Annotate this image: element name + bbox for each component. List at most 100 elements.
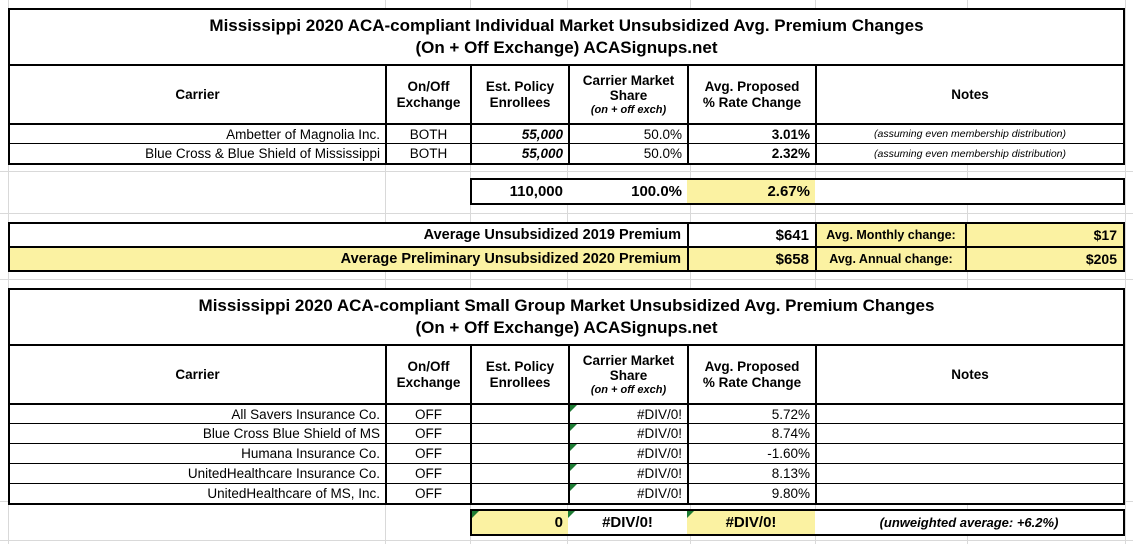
- cell-market-share[interactable]: #DIV/0!: [568, 405, 687, 423]
- cell-carrier[interactable]: Blue Cross & Blue Shield of Mississippi: [145, 146, 380, 161]
- cell-notes[interactable]: [815, 424, 1123, 443]
- cell-notes[interactable]: [815, 444, 1123, 463]
- total-rate-change-value: #DIV/0!: [725, 514, 777, 531]
- column-header-carrier[interactable]: Carrier: [175, 366, 220, 382]
- unweighted-average-note[interactable]: (unweighted average: +6.2%): [879, 515, 1059, 530]
- total-rate-change[interactable]: #DIV/0!: [687, 511, 815, 534]
- gridline: [967, 0, 968, 544]
- premium-2019-label[interactable]: Average Unsubsidized 2019 Premium: [423, 227, 681, 243]
- column-header-enrollees[interactable]: Est. Policy Enrollees: [470, 346, 568, 403]
- cell-enrollees[interactable]: 55,000: [470, 125, 568, 143]
- cell-rate-change[interactable]: 2.32%: [687, 144, 815, 163]
- column-header-enrollees[interactable]: Est. Policy Enrollees: [470, 66, 568, 123]
- table-row: Ambetter of Magnolia Inc. BOTH 55,000 50…: [10, 125, 1123, 143]
- cell-carrier[interactable]: UnitedHealthcare of MS, Inc.: [207, 486, 380, 501]
- table-row: All Savers Insurance Co. OFF #DIV/0! 5.7…: [10, 405, 1123, 423]
- cell-market-share-value: #DIV/0!: [636, 486, 682, 501]
- cell-market-share[interactable]: #DIV/0!: [568, 484, 687, 503]
- cell-market-share[interactable]: 50.0%: [568, 125, 687, 143]
- column-header-market-share[interactable]: Carrier Market Share (on + off exch): [568, 346, 687, 403]
- cell-market-share-value: #DIV/0!: [636, 406, 682, 422]
- cell-notes[interactable]: [815, 464, 1123, 483]
- cell-market-share[interactable]: #DIV/0!: [568, 464, 687, 483]
- individual-market-header-row: Carrier On/Off Exchange Est. Policy Enro…: [10, 66, 1123, 125]
- error-flag-icon: [570, 464, 577, 471]
- monthly-change-label[interactable]: Avg. Monthly change:: [815, 224, 965, 246]
- cell-rate-change[interactable]: 9.80%: [687, 484, 815, 503]
- cell-rate-change[interactable]: 3.01%: [687, 125, 815, 143]
- premium-summary-2019-row: Average Unsubsidized 2019 Premium $641 A…: [10, 224, 1123, 246]
- total-rate-change[interactable]: 2.67%: [687, 180, 815, 203]
- column-header-notes[interactable]: Notes: [815, 346, 1123, 403]
- small-group-title[interactable]: Mississippi 2020 ACA-compliant Small Gro…: [10, 290, 1123, 346]
- column-header-rate-change[interactable]: Avg. Proposed % Rate Change: [687, 66, 815, 123]
- total-market-share[interactable]: 100.0%: [631, 183, 682, 200]
- cell-market-share[interactable]: 50.0%: [568, 144, 687, 163]
- total-enrollees[interactable]: 0: [472, 511, 568, 534]
- cell-notes[interactable]: [815, 484, 1123, 503]
- cell-exchange[interactable]: OFF: [385, 464, 470, 483]
- cell-carrier[interactable]: Humana Insurance Co.: [241, 446, 380, 461]
- cell-carrier[interactable]: Blue Cross Blue Shield of MS: [202, 426, 380, 441]
- market-share-header-sub: (on + off exch): [590, 104, 667, 117]
- cell-enrollees[interactable]: [470, 444, 568, 463]
- cell-rate-change[interactable]: 8.74%: [687, 424, 815, 443]
- column-header-rate-change[interactable]: Avg. Proposed % Rate Change: [687, 346, 815, 403]
- cell-enrollees[interactable]: [470, 484, 568, 503]
- small-group-totals-row: 0 #DIV/0! #DIV/0! (unweighted average: +…: [470, 509, 1125, 536]
- individual-market-title[interactable]: Mississippi 2020 ACA-compliant Individua…: [10, 10, 1123, 66]
- total-market-share[interactable]: #DIV/0!: [568, 511, 687, 534]
- cell-exchange[interactable]: BOTH: [385, 125, 470, 143]
- gridline: [815, 0, 816, 544]
- small-group-table: Mississippi 2020 ACA-compliant Small Gro…: [8, 288, 1125, 505]
- error-flag-icon: [570, 444, 577, 451]
- total-market-share-value: #DIV/0!: [602, 514, 653, 531]
- individual-market-table: Mississippi 2020 ACA-compliant Individua…: [8, 8, 1125, 165]
- cell-rate-change[interactable]: 5.72%: [687, 405, 815, 423]
- column-header-notes[interactable]: Notes: [815, 66, 1123, 123]
- cell-rate-change[interactable]: 8.13%: [687, 464, 815, 483]
- table-row: Humana Insurance Co. OFF #DIV/0! -1.60%: [10, 443, 1123, 463]
- cell-notes[interactable]: (assuming even membership distribution): [815, 125, 1123, 143]
- market-share-header-main: Carrier Market Share: [582, 72, 675, 104]
- cell-exchange[interactable]: OFF: [385, 405, 470, 423]
- column-header-carrier[interactable]: Carrier: [175, 86, 220, 102]
- monthly-change-value[interactable]: $17: [965, 224, 1123, 246]
- premium-2019-value[interactable]: $641: [687, 224, 815, 246]
- cell-exchange[interactable]: BOTH: [385, 144, 470, 163]
- gridline: [0, 171, 1133, 172]
- error-flag-icon: [687, 511, 694, 518]
- table-row: UnitedHealthcare Insurance Co. OFF #DIV/…: [10, 463, 1123, 483]
- cell-exchange[interactable]: OFF: [385, 484, 470, 503]
- premium-2020-label[interactable]: Average Preliminary Unsubsidized 2020 Pr…: [10, 248, 687, 270]
- cell-market-share-value: #DIV/0!: [636, 446, 682, 461]
- gridline: [0, 213, 1133, 214]
- error-flag-icon: [568, 511, 575, 518]
- total-notes[interactable]: [815, 180, 1123, 203]
- gridline: [470, 0, 471, 544]
- cell-market-share[interactable]: #DIV/0!: [568, 444, 687, 463]
- error-flag-icon: [570, 424, 577, 431]
- column-header-market-share[interactable]: Carrier Market Share (on + off exch): [568, 66, 687, 123]
- gridline: [8, 0, 9, 544]
- cell-market-share[interactable]: #DIV/0!: [568, 424, 687, 443]
- total-enrollees[interactable]: 110,000: [509, 183, 563, 200]
- small-group-header-row: Carrier On/Off Exchange Est. Policy Enro…: [10, 346, 1123, 405]
- column-header-exchange[interactable]: On/Off Exchange: [385, 66, 470, 123]
- cell-carrier[interactable]: Ambetter of Magnolia Inc.: [226, 126, 380, 142]
- cell-enrollees[interactable]: [470, 405, 568, 423]
- cell-enrollees[interactable]: [470, 464, 568, 483]
- annual-change-value[interactable]: $205: [965, 248, 1123, 270]
- cell-rate-change[interactable]: -1.60%: [687, 444, 815, 463]
- cell-notes[interactable]: (assuming even membership distribution): [815, 144, 1123, 163]
- cell-exchange[interactable]: OFF: [385, 444, 470, 463]
- cell-enrollees[interactable]: [470, 424, 568, 443]
- cell-notes[interactable]: [815, 405, 1123, 423]
- annual-change-label[interactable]: Avg. Annual change:: [815, 248, 965, 270]
- cell-exchange[interactable]: OFF: [385, 424, 470, 443]
- cell-enrollees[interactable]: 55,000: [470, 144, 568, 163]
- cell-carrier[interactable]: UnitedHealthcare Insurance Co.: [187, 466, 380, 481]
- column-header-exchange[interactable]: On/Off Exchange: [385, 346, 470, 403]
- cell-carrier[interactable]: All Savers Insurance Co.: [231, 406, 380, 422]
- premium-2020-value[interactable]: $658: [687, 248, 815, 270]
